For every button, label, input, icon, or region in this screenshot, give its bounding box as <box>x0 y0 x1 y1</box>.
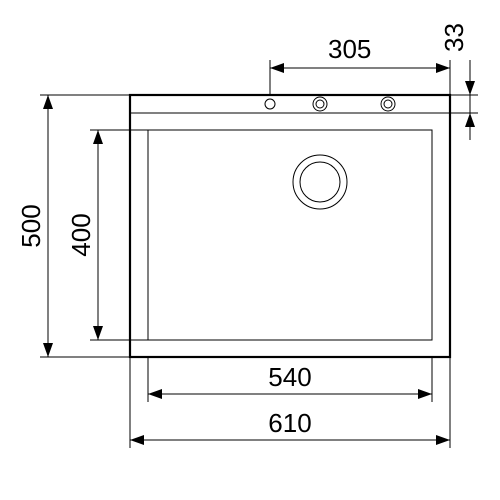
dim-33-arrow-bot <box>465 113 475 127</box>
drain-inner <box>300 162 340 202</box>
tap-hole-left <box>265 99 275 109</box>
dim-500-arrow-t <box>43 95 53 109</box>
dim-500-arrow-b <box>43 343 53 357</box>
tap-hole-mid-outer <box>313 97 327 111</box>
dim-400-arrow-t <box>93 130 103 144</box>
dim-540-arrow-r <box>418 389 432 399</box>
dim-540-label: 540 <box>268 362 311 392</box>
tap-hole-right-inner <box>384 100 392 108</box>
dim-400-arrow-b <box>93 326 103 340</box>
tap-hole-right-outer <box>381 97 395 111</box>
dim-33-arrow-top <box>465 81 475 95</box>
dim-305-arrow-r <box>436 63 450 73</box>
dim-610-arrow-l <box>130 435 144 445</box>
dim-33-label: 33 <box>439 23 469 52</box>
dim-540-arrow-l <box>148 389 162 399</box>
dim-610-arrow-r <box>436 435 450 445</box>
tap-hole-mid-inner <box>316 100 324 108</box>
dim-500-label: 500 <box>16 204 46 247</box>
drain-outer <box>293 155 347 209</box>
dim-305-label: 305 <box>328 34 371 64</box>
sink-outer-rect <box>130 95 450 357</box>
sink-bowl-rect <box>148 130 432 340</box>
dim-610-label: 610 <box>268 408 311 438</box>
dim-400-label: 400 <box>66 213 96 256</box>
dim-305-arrow-l <box>270 63 284 73</box>
